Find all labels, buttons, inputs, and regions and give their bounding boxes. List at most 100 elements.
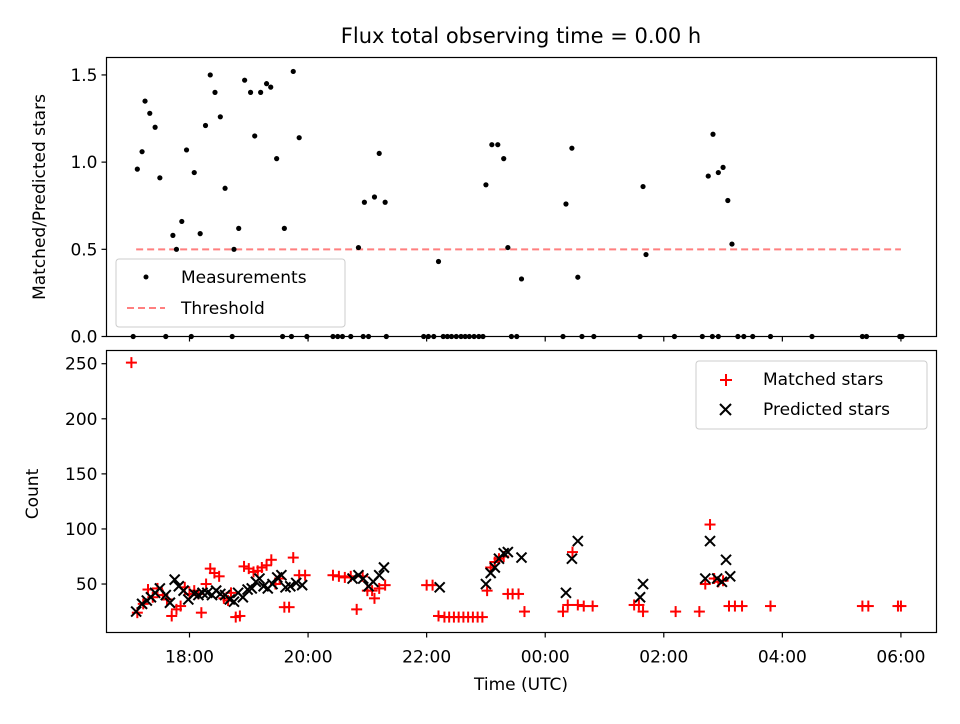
measurement-point <box>173 246 180 252</box>
legend-threshold-label: Threshold <box>180 299 265 319</box>
bottom-xtick-label: 20:00 <box>284 648 333 668</box>
measurement-point <box>274 156 280 162</box>
matched-star-point <box>339 571 351 583</box>
bottom-ytick-label: 150 <box>65 465 97 485</box>
matched-star-point <box>518 606 530 618</box>
measurement-point <box>147 110 153 116</box>
matched-star-point <box>862 600 874 612</box>
matched-star-point <box>513 588 525 600</box>
measurement-point <box>518 276 525 282</box>
predicted-star-point <box>346 572 359 585</box>
predicted-star-point <box>253 572 266 585</box>
measurement-point <box>296 135 302 141</box>
predicted-star-point <box>246 582 258 595</box>
matched-star-point <box>481 585 493 597</box>
measurement-point <box>152 124 158 130</box>
predicted-star-point <box>266 578 279 590</box>
measurement-point <box>569 145 575 151</box>
predicted-star-point <box>228 595 240 608</box>
matched-star-point <box>572 599 584 611</box>
legend-matched-label: Matched stars <box>763 370 883 390</box>
matched-star-point <box>287 552 299 564</box>
predicted-star-point <box>566 552 578 565</box>
predicted-star-point <box>357 572 369 585</box>
matched-star-point <box>633 599 645 611</box>
predicted-star-point <box>637 578 649 590</box>
matched-star-point <box>200 578 212 590</box>
matched-star-point <box>175 600 187 612</box>
measurement-point <box>720 164 726 170</box>
measurement-point <box>258 89 264 95</box>
predicted-star-point <box>634 591 646 603</box>
matched-star-point <box>166 610 178 622</box>
measurement-point <box>179 218 185 225</box>
matched-star-point <box>351 603 363 615</box>
measurement-point <box>729 241 735 247</box>
predicted-star-point <box>296 579 308 591</box>
matched-star-point <box>704 519 716 531</box>
legend-matched-marker <box>720 374 732 386</box>
predicted-star-point <box>160 589 172 601</box>
predicted-star-point <box>515 551 528 564</box>
matched-star-point <box>476 611 488 623</box>
matched-star-point <box>699 578 711 590</box>
measurement-point <box>382 199 388 205</box>
matched-star-point <box>261 559 273 571</box>
matched-star-point <box>587 600 599 612</box>
top-ytick-label: 1.5 <box>70 66 97 86</box>
legend-predicted-marker <box>719 403 732 416</box>
measurement-point <box>371 194 378 200</box>
measurement-point <box>290 68 296 75</box>
matched-star-point <box>327 569 339 581</box>
top-ytick-label: 1.0 <box>70 153 97 173</box>
measurement-point <box>236 225 242 231</box>
predicted-star-point <box>130 605 142 618</box>
top-ytick-label: 0.5 <box>70 240 97 260</box>
matched-star-point <box>557 606 569 618</box>
predicted-star-point <box>284 580 296 592</box>
bottom-xtick-label: 22:00 <box>402 648 451 668</box>
predicted-star-point <box>164 597 176 609</box>
measurement-point <box>575 274 581 280</box>
measurement-point <box>640 183 646 190</box>
measurement-point <box>247 89 254 95</box>
bottom-x-axis-label: Time (UTC) <box>473 675 568 695</box>
matched-star-point <box>433 610 444 622</box>
matched-star-point <box>379 579 391 591</box>
top-legend: Measurements Threshold <box>115 258 346 328</box>
matched-star-point <box>765 600 776 612</box>
top-axes-frame <box>105 56 938 338</box>
matched-star-point <box>562 599 574 611</box>
bottom-ytick-label: 100 <box>65 520 97 540</box>
matched-star-point <box>566 546 578 558</box>
measurement-point <box>710 131 716 137</box>
matched-star-point <box>265 554 277 566</box>
matched-star-point <box>256 562 268 574</box>
measurement-point <box>501 156 507 162</box>
bottom-xtick-label: 00:00 <box>521 648 570 668</box>
matched-star-point <box>368 592 380 604</box>
predicted-star-point <box>177 584 190 597</box>
measurement-point <box>268 84 274 90</box>
predicted-star-point <box>480 578 492 590</box>
matched-star-point <box>299 569 311 581</box>
matched-star-point <box>125 357 137 369</box>
predicted-star-point <box>290 577 302 589</box>
bottom-axes-frame <box>105 349 938 634</box>
bottom-ytick-label: 50 <box>76 575 98 595</box>
predicted-star-point <box>716 576 728 588</box>
measurement-point <box>263 81 270 87</box>
predicted-star-point <box>560 587 572 599</box>
bottom-xtick-label: 02:00 <box>639 648 688 668</box>
measurement-point <box>483 182 489 188</box>
legend-predicted-label: Predicted stars <box>763 400 890 420</box>
matched-star-point <box>238 560 250 572</box>
predicted-star-point <box>572 535 584 547</box>
measurement-point <box>361 199 367 205</box>
measurement-point <box>202 122 209 129</box>
measurement-point <box>705 173 711 179</box>
measurement-point <box>170 232 176 238</box>
predicted-star-point <box>237 591 249 603</box>
